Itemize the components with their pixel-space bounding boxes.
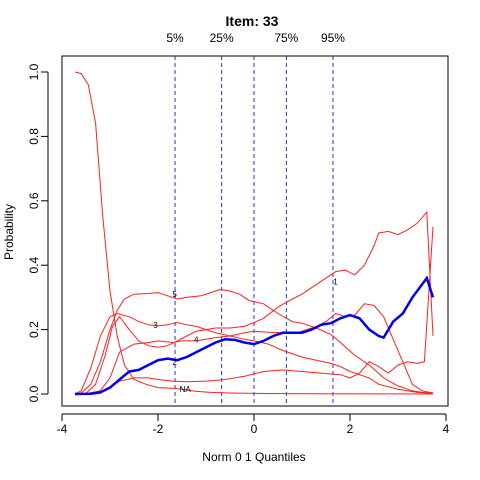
- observed-curve: [74, 275, 435, 396]
- quantile-label: 25%: [210, 31, 234, 45]
- quantile-label: 5%: [166, 31, 184, 45]
- curve-label: 2: [172, 358, 177, 367]
- curve-label: 4: [194, 335, 199, 344]
- y-tick-label: 0.8: [27, 128, 41, 145]
- quantile-label: 75%: [274, 31, 298, 45]
- category-curves: [74, 71, 435, 396]
- y-axis: 0.0 0.2 0.4 0.6 0.8 1.0: [27, 63, 49, 402]
- x-tick-label: -4: [57, 422, 68, 436]
- x-axis-title: Norm 0 1 Quantiles: [202, 450, 305, 464]
- x-tick-label: -2: [153, 422, 164, 436]
- chart-title: Item: 33: [226, 13, 279, 29]
- curve-label: 3: [153, 321, 158, 330]
- x-tick-label: 4: [443, 422, 450, 436]
- category-curve: [74, 303, 434, 395]
- quantile-label: 95%: [321, 31, 345, 45]
- plot-frame: [61, 55, 449, 407]
- category-curve: [74, 210, 434, 395]
- category-curve: [74, 288, 434, 395]
- curve-labels: NA 5 3 4 1 2: [153, 277, 338, 394]
- curve-label: 5: [172, 290, 177, 299]
- y-axis-title: Probability: [2, 204, 16, 260]
- y-tick-label: 0.0: [27, 385, 41, 402]
- category-curve: [74, 71, 434, 395]
- x-tick-label: 2: [347, 422, 354, 436]
- y-tick-label: 0.4: [27, 257, 41, 274]
- x-axis: -4 -2 0 2 4: [57, 413, 450, 436]
- y-tick-label: 0.6: [27, 192, 41, 209]
- category-curve: [74, 226, 434, 395]
- curve-label: NA: [180, 385, 192, 394]
- x-tick-label: 0: [251, 422, 258, 436]
- y-tick-label: 0.2: [27, 321, 41, 338]
- y-tick-label: 1.0: [27, 63, 41, 80]
- quantile-lines: 5% 25% 75% 95%: [166, 31, 345, 406]
- curve-label: 1: [333, 277, 338, 286]
